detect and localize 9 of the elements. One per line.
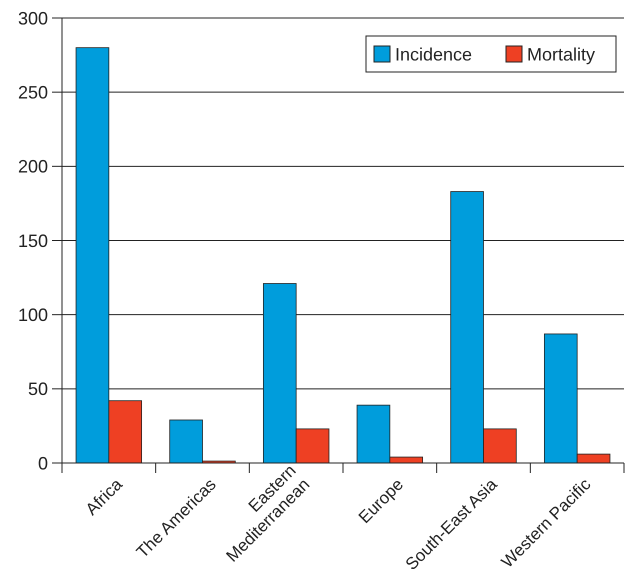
legend-label: Mortality (527, 44, 596, 64)
y-tick-label: 100 (18, 304, 48, 325)
y-tick-label: 0 (38, 453, 48, 474)
y-tick-label: 250 (18, 82, 48, 102)
y-tick-label: 50 (28, 379, 48, 400)
y-tick-label: 150 (18, 230, 48, 251)
legend-label: Incidence (395, 44, 472, 64)
y-tick-label: 300 (18, 8, 48, 28)
y-tick-label: 200 (18, 156, 48, 177)
